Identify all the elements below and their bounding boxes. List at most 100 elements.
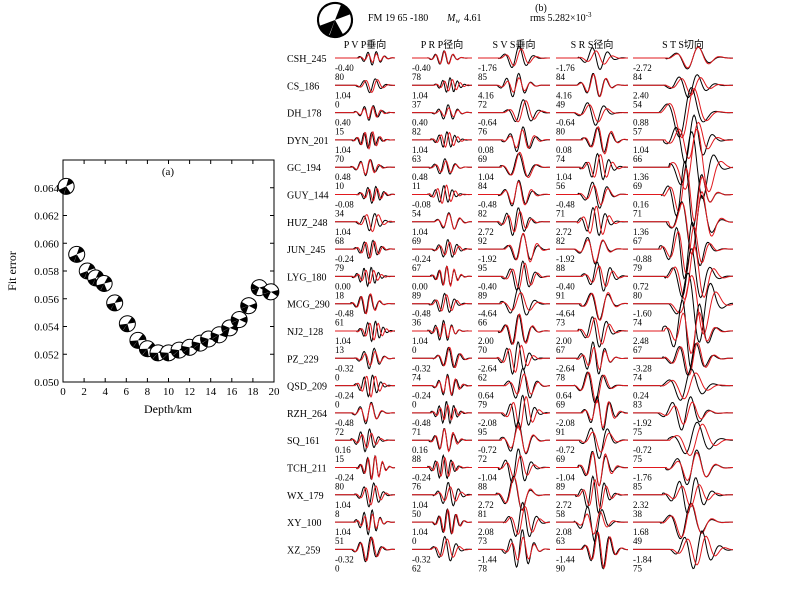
column-headers: P V P垂向 P R P径向 S V S垂向 S R S径向 S T S切向 (344, 38, 704, 51)
correlation-value: 69 (633, 181, 643, 191)
correlation-value: 81 (478, 509, 487, 519)
y-tick-label: 0.056 (34, 294, 59, 306)
correlation-value: 0 (335, 99, 340, 109)
time-shift-value: 1.04 (335, 90, 351, 100)
correlation-value: 72 (478, 454, 487, 464)
time-shift-value: 1.04 (335, 527, 351, 537)
synthetic-waveform (478, 100, 551, 123)
correlation-value: 79 (478, 400, 488, 410)
correlation-value: 88 (478, 482, 488, 492)
time-shift-value: -2.64 (478, 363, 497, 373)
synthetic-waveform (556, 451, 629, 487)
correlation-value: 75 (633, 563, 643, 573)
correlation-value: 80 (335, 482, 345, 492)
synthetic-waveform (478, 181, 550, 206)
correlation-value: 85 (633, 482, 643, 492)
correlation-value: 67 (412, 263, 422, 273)
time-shift-value: -0.24 (412, 391, 431, 401)
correlation-value: 91 (556, 290, 565, 300)
time-shift-value: -1.04 (478, 473, 497, 483)
time-shift-value: 1.04 (335, 145, 351, 155)
time-shift-value: 0.08 (556, 145, 572, 155)
station-name: GC_194 (287, 163, 321, 174)
synthetic-waveform (556, 511, 628, 535)
time-shift-value: 0.72 (633, 281, 649, 291)
correlation-value: 11 (412, 181, 421, 191)
synthetic-waveform (412, 346, 472, 368)
x-tick-label: 16 (226, 386, 238, 398)
station-name: CS_186 (287, 81, 319, 92)
synthetic-waveform (412, 486, 473, 502)
time-shift-value: 1.04 (478, 172, 494, 182)
station-name: QSD_209 (287, 382, 327, 393)
time-shift-value: -1.92 (556, 254, 575, 264)
synthetic-waveform (633, 341, 733, 376)
time-shift-value: 1.04 (412, 527, 428, 537)
synthetic-waveform (633, 535, 734, 566)
correlation-value: 95 (478, 427, 488, 437)
synthetic-waveform (335, 432, 395, 449)
time-shift-value: -0.40 (335, 63, 354, 73)
correlation-value: 67 (633, 236, 643, 246)
time-shift-value: 1.04 (633, 145, 649, 155)
time-shift-value: 0.08 (478, 145, 494, 155)
column-header-pr: P R P径向 (421, 38, 463, 51)
correlation-value: 85 (478, 72, 488, 82)
correlation-value: 49 (556, 99, 566, 109)
time-shift-value: -0.24 (412, 473, 431, 483)
synthetic-waveform (412, 184, 472, 205)
correlation-value: 61 (335, 318, 344, 328)
synthetic-waveform (633, 372, 733, 400)
correlation-value: 71 (633, 209, 642, 219)
time-shift-value: 0.88 (633, 118, 649, 128)
time-shift-value: -1.76 (478, 63, 497, 73)
correlation-value: 15 (335, 127, 345, 137)
correlation-value: 49 (633, 536, 643, 546)
column-header-sv: S V S垂向 (493, 38, 536, 51)
time-shift-value: 2.32 (633, 500, 649, 510)
synthetic-waveform (412, 213, 473, 230)
time-shift-value: -3.28 (633, 363, 652, 373)
correlation-value: 78 (556, 372, 566, 382)
y-tick-label: 0.054 (34, 322, 59, 334)
synthetic-waveform (335, 513, 395, 531)
synthetic-waveform (335, 455, 396, 481)
correlation-value: 74 (412, 372, 422, 382)
correlation-value: 72 (478, 99, 487, 109)
synthetic-waveform (556, 205, 628, 235)
synthetic-waveform (478, 151, 550, 179)
synthetic-waveform (478, 211, 550, 233)
y-tick-label: 0.058 (34, 266, 59, 278)
station-name: HUZ_248 (287, 218, 328, 229)
synthetic-waveform (478, 476, 550, 511)
correlation-value: 89 (556, 482, 566, 492)
time-shift-value: -0.48 (478, 200, 497, 210)
synthetic-waveform (556, 479, 628, 510)
synthetic-waveform (633, 190, 734, 256)
column-header-st: S T S切向 (662, 38, 704, 51)
time-shift-value: 1.04 (412, 336, 428, 346)
panel-a-label: (a) (162, 166, 175, 178)
synthetic-waveform (556, 265, 628, 287)
x-tick-label: 0 (60, 386, 66, 398)
synthetic-waveform (633, 484, 733, 508)
time-shift-value: -1.04 (556, 473, 575, 483)
synthetic-waveform (335, 131, 395, 150)
time-shift-value: 1.04 (412, 145, 428, 155)
x-tick-label: 6 (124, 386, 130, 398)
correlation-value: 38 (633, 509, 643, 519)
synthetic-waveform (633, 401, 733, 425)
synthetic-waveform (335, 269, 395, 285)
time-shift-value: 2.48 (633, 336, 649, 346)
synthetic-waveform (556, 154, 628, 178)
column-header-sr: S R S径向 (571, 38, 614, 51)
synthetic-waveform (412, 131, 473, 148)
synthetic-waveform (478, 425, 550, 454)
synthetic-waveform (633, 311, 733, 354)
synthetic-waveform (412, 294, 472, 312)
synthetic-waveform (412, 322, 472, 339)
time-shift-value: 1.36 (633, 172, 649, 182)
synthetic-waveform (633, 502, 733, 538)
